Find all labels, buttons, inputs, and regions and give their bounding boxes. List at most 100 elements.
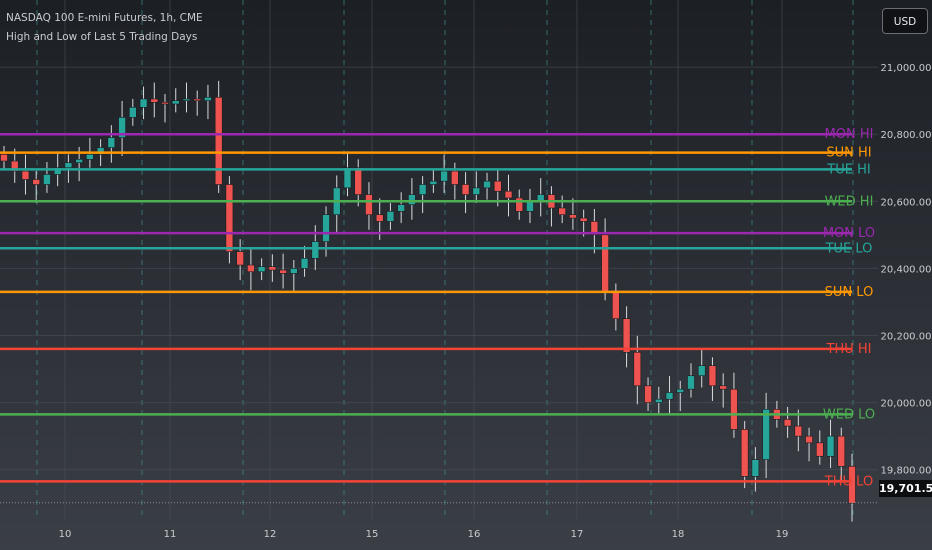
candle-body (612, 291, 620, 320)
candle-body (354, 167, 363, 195)
candle-body (204, 96, 212, 101)
x-tick-label: 11 (164, 529, 177, 540)
candle-body (440, 170, 448, 182)
candle-body (472, 187, 481, 195)
candle-body (622, 318, 631, 353)
candle-body (21, 170, 30, 180)
candle-body (171, 100, 180, 105)
candle-body (418, 184, 427, 195)
candle-body (719, 385, 727, 390)
candle-body (751, 459, 760, 477)
candle-body (654, 398, 663, 403)
level-label: TUE LO (825, 241, 873, 256)
candle-body (676, 388, 685, 393)
level-label: SUN LO (825, 285, 874, 300)
candle-body (730, 388, 738, 430)
candle-body (43, 174, 51, 185)
candle-body (826, 435, 835, 457)
y-tick-label: 20,600.00 (881, 197, 932, 208)
candle-body (300, 258, 309, 269)
candle-body (451, 170, 459, 185)
level-label: MON LO (823, 226, 875, 241)
y-tick-label: 20,200.00 (881, 331, 932, 342)
candle-body (386, 211, 395, 222)
candle-body (193, 98, 202, 101)
candle-body (633, 351, 642, 387)
x-tick-label: 17 (571, 529, 584, 540)
candle-body (214, 96, 223, 185)
candle-body (590, 221, 599, 236)
candle-body (558, 207, 566, 216)
x-tick-label: 15 (366, 529, 379, 540)
candle-body (783, 419, 792, 427)
candle-body (665, 392, 674, 400)
currency-button[interactable]: USD (882, 8, 928, 34)
candle-body (483, 180, 491, 189)
candle-body (697, 365, 706, 377)
candle-body (708, 365, 717, 387)
candle-body (504, 190, 513, 199)
candle-body (182, 98, 191, 101)
candle-body (225, 184, 234, 252)
candle-body (322, 214, 330, 242)
candle-body (139, 98, 148, 108)
candle-body (75, 159, 83, 164)
candle-body (0, 154, 8, 162)
candle-body (129, 107, 137, 118)
candle-body (848, 466, 856, 504)
level-label: TUE HI (826, 162, 870, 177)
candle-body (687, 375, 695, 390)
candle-body (429, 180, 438, 185)
level-label: WED HI (825, 194, 874, 209)
candle-body (740, 429, 749, 477)
candle-body (343, 167, 352, 189)
candle-body (805, 435, 813, 444)
candle-body (794, 425, 803, 437)
x-tick-label: 16 (468, 529, 481, 540)
candle-body (311, 241, 320, 259)
level-label: MON HI (825, 127, 874, 142)
candle-body (150, 98, 159, 103)
candle-body (762, 408, 770, 460)
candle-body (397, 204, 405, 212)
candle-body (10, 160, 19, 172)
y-tick-label: 19,800.00 (881, 466, 932, 477)
candle-body (601, 234, 609, 293)
candle-body (86, 154, 94, 160)
candle-body (493, 180, 502, 192)
level-label: THU LO (824, 474, 873, 489)
candle-body (268, 266, 277, 271)
candle-body (644, 385, 652, 403)
candle-body (96, 147, 105, 155)
candle-body (290, 268, 298, 274)
candle-body (247, 264, 255, 273)
x-tick-label: 19 (776, 529, 789, 540)
x-tick-label: 18 (672, 529, 685, 540)
candle-body (526, 200, 534, 212)
candle-body (837, 435, 846, 467)
candle-body (579, 217, 588, 222)
candle-body (107, 137, 116, 148)
x-tick-label: 12 (264, 529, 277, 540)
y-tick-label: 20,800.00 (881, 130, 932, 141)
candle-body (279, 269, 287, 274)
indicator-label: High and Low of Last 5 Trading Days (6, 31, 198, 43)
y-tick-label: 20,400.00 (881, 264, 932, 275)
candle-body (569, 214, 577, 219)
x-tick-label: 10 (59, 529, 72, 540)
candle-body (375, 214, 384, 222)
candle-body (515, 197, 524, 212)
level-label: WED LO (823, 407, 875, 422)
candle-body (118, 117, 126, 138)
candle-body (461, 184, 470, 195)
candle-body (236, 251, 244, 266)
candle-body (161, 102, 169, 105)
last-price-tag: 19,701.50 (879, 480, 932, 497)
y-tick-label: 21,000.00 (881, 63, 932, 74)
y-tick-label: 20,000.00 (881, 399, 932, 410)
chart-title: NASDAQ 100 E-mini Futures, 1h, CME (6, 12, 203, 24)
level-label: THU HI (826, 342, 872, 357)
candle-body (815, 442, 824, 457)
